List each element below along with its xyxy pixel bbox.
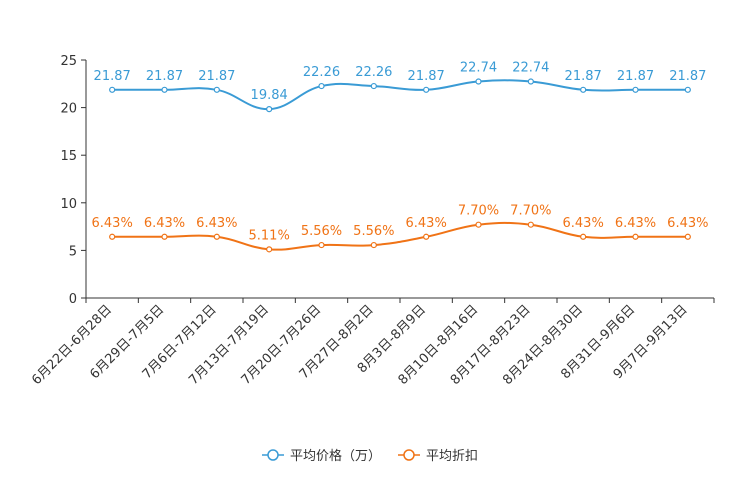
y-tick-label: 25: [60, 54, 77, 69]
data-point[interactable]: [109, 233, 116, 240]
data-point[interactable]: [632, 233, 639, 240]
data-point[interactable]: [475, 221, 482, 228]
series-layer: 21.87 21.87 21.87 19.84 22.26 22.26 21.87 22.74…: [92, 61, 708, 253]
data-label: 21.87: [198, 69, 235, 84]
data-point[interactable]: [423, 86, 430, 93]
legend: 平均价格（万） 平均折扣: [262, 448, 478, 464]
data-point[interactable]: [580, 86, 587, 93]
data-point[interactable]: [266, 246, 273, 253]
legend-label: 平均价格（万）: [290, 448, 381, 464]
data-label: 6.43%: [196, 216, 237, 231]
y-tick-label: 5: [69, 244, 77, 259]
data-label: 22.74: [460, 61, 497, 76]
data-point[interactable]: [370, 82, 377, 90]
data-point[interactable]: [684, 233, 691, 240]
data-point[interactable]: [109, 86, 116, 93]
data-point[interactable]: [632, 86, 639, 93]
data-point[interactable]: [213, 86, 220, 93]
data-label: 5.56%: [301, 224, 342, 239]
legend-label: 平均折扣: [426, 449, 478, 464]
data-point[interactable]: [475, 78, 482, 85]
data-label: 21.87: [146, 69, 183, 84]
data-label: 7.70%: [510, 204, 551, 219]
legend-item-discount[interactable]: 平均折扣: [398, 449, 478, 464]
data-point[interactable]: [318, 241, 325, 249]
data-point[interactable]: [527, 221, 534, 228]
y-tick-label: 0: [69, 292, 77, 307]
data-point[interactable]: [580, 233, 587, 240]
data-label: 22.26: [303, 65, 340, 80]
series-line: [112, 221, 688, 251]
data-label: 6.43%: [406, 216, 447, 231]
data-label: 21.87: [617, 69, 654, 84]
data-point[interactable]: [161, 86, 168, 93]
series-discount: 6.43% 6.43% 6.43% 5.11% 5.56% 5.56% 6.43% 7.70%…: [92, 204, 708, 253]
data-point[interactable]: [527, 78, 534, 85]
legend-marker-icon: [403, 449, 415, 461]
data-label: 19.84: [251, 88, 288, 103]
legend-item-price[interactable]: 平均价格（万）: [262, 448, 381, 464]
data-label: 21.87: [565, 69, 602, 84]
data-label: 6.43%: [563, 216, 604, 231]
data-label: 5.56%: [353, 224, 394, 239]
data-point[interactable]: [423, 233, 430, 240]
y-tick-label: 15: [60, 149, 77, 164]
data-label: 22.26: [355, 65, 392, 80]
data-label: 21.87: [669, 69, 706, 84]
series-price: 21.87 21.87 21.87 19.84 22.26 22.26 21.87 22.74…: [94, 61, 706, 113]
data-label: 7.70%: [458, 204, 499, 219]
series-line: [112, 79, 688, 111]
data-label: 5.11%: [249, 228, 290, 243]
data-point[interactable]: [318, 82, 325, 90]
y-axis: 0 5 10 15 20 25: [60, 54, 87, 307]
x-axis: 6月22日-6月28日6月29日-7月5日7月6日-7月12日7月13日-7月1…: [29, 297, 715, 388]
y-tick-label: 20: [60, 102, 77, 117]
data-label: 21.87: [94, 69, 131, 84]
data-label: 21.87: [408, 69, 445, 84]
data-point[interactable]: [370, 241, 377, 249]
data-label: 6.43%: [615, 216, 656, 231]
data-label: 6.43%: [144, 216, 185, 231]
data-point[interactable]: [266, 106, 273, 113]
y-tick-label: 10: [60, 197, 77, 212]
data-label: 6.43%: [92, 216, 133, 231]
data-point[interactable]: [684, 86, 691, 93]
data-label: 22.74: [512, 61, 549, 76]
data-label: 6.43%: [667, 216, 708, 231]
legend-marker-icon: [267, 449, 279, 461]
data-point[interactable]: [213, 233, 220, 240]
data-point[interactable]: [161, 233, 168, 240]
